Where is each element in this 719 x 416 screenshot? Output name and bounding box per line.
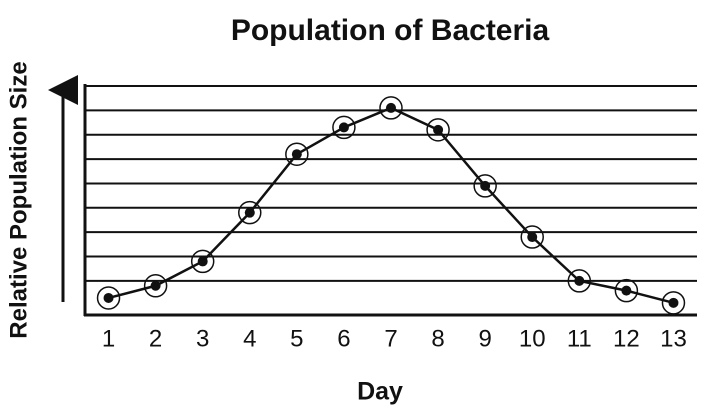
marker-ring <box>285 142 309 166</box>
x-tick-label: 10 <box>519 325 546 352</box>
marker <box>197 256 208 267</box>
marker-ring <box>238 200 262 225</box>
marker-ring <box>614 278 639 303</box>
x-tick-label: 13 <box>660 325 687 352</box>
marker <box>668 297 679 308</box>
marker-ring <box>520 225 544 249</box>
marker-ring <box>96 286 121 310</box>
marker <box>480 180 491 191</box>
y-axis-label: Relative Population Size <box>5 61 32 338</box>
x-tick-label: 3 <box>196 325 209 352</box>
marker <box>244 207 255 218</box>
x-tick-label: 5 <box>290 325 303 352</box>
marker-ring <box>661 291 686 315</box>
marker-ring <box>473 174 497 198</box>
chart-title: Population of Bacteria <box>231 14 550 47</box>
marker <box>574 275 585 286</box>
marker <box>386 102 396 113</box>
x-tick-label: 9 <box>478 325 491 352</box>
x-axis-label: Day <box>357 378 403 406</box>
x-tick-label: 1 <box>102 325 115 352</box>
x-tick-label: 6 <box>337 325 350 352</box>
marker-ring <box>332 115 356 140</box>
marker <box>433 124 444 135</box>
x-tick-label: 8 <box>431 325 444 352</box>
x-tick-label: 2 <box>149 325 162 352</box>
marker-ring <box>190 249 215 274</box>
marker <box>291 149 302 160</box>
x-tick-label: 7 <box>384 325 397 352</box>
marker <box>338 122 349 133</box>
marker <box>103 292 114 303</box>
x-tick-label: 11 <box>567 325 592 352</box>
x-tick-label: 12 <box>613 325 640 352</box>
data-line <box>108 106 674 305</box>
marker-ring <box>567 269 592 293</box>
marker <box>150 280 161 291</box>
marker-ring <box>426 118 450 142</box>
marker-ring <box>143 274 168 298</box>
marker <box>621 285 632 296</box>
marker-ring <box>379 96 403 120</box>
x-tick-label: 4 <box>243 325 256 352</box>
marker <box>527 232 538 243</box>
